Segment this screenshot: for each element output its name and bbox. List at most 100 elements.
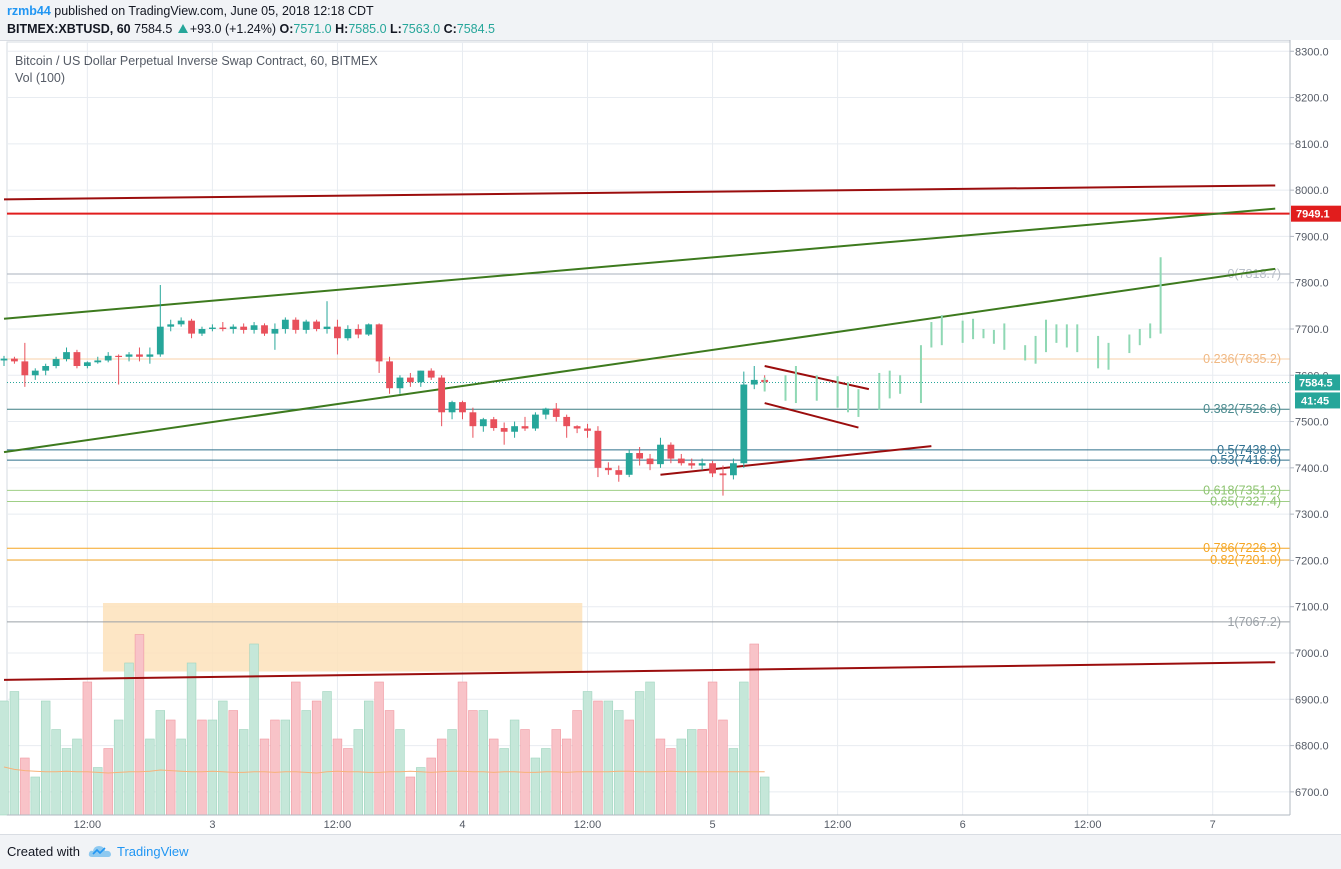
candle-body <box>156 326 164 355</box>
trendline <box>764 402 859 429</box>
candle-body <box>646 458 654 465</box>
candle-body <box>438 377 446 413</box>
trendline <box>3 184 1276 201</box>
candle-body <box>167 324 175 327</box>
candle-body <box>625 453 633 475</box>
volume-bar <box>593 700 603 816</box>
candle-body <box>209 327 216 329</box>
close-value: 7584.5 <box>456 22 495 36</box>
chart-header: rzmb44 published on TradingView.com, Jun… <box>0 0 1341 41</box>
candle-body <box>334 326 341 339</box>
candle-body <box>563 416 571 427</box>
time-tick-label: 12:00 <box>824 819 852 831</box>
legend-title: Bitcoin / US Dollar Perpetual Inverse Sw… <box>15 54 378 68</box>
candle-body <box>469 412 477 427</box>
price-tick-label: 8300.0 <box>1295 46 1329 58</box>
volume-bar <box>416 767 426 816</box>
price-tick-label: 7400.0 <box>1295 463 1329 475</box>
volume-bar <box>718 719 728 816</box>
price-tick-label: 7100.0 <box>1295 602 1329 614</box>
volume-bar <box>155 710 165 816</box>
volume-bar <box>530 757 541 816</box>
candle-body <box>750 379 758 385</box>
volume-bar <box>572 710 582 816</box>
volume-bar <box>447 729 457 816</box>
projected-bars <box>763 257 1162 417</box>
price-tick-label: 6700.0 <box>1295 787 1329 799</box>
volume-bar <box>509 719 520 816</box>
price-tick-label: 6800.0 <box>1295 741 1329 753</box>
volume-bar <box>478 710 489 816</box>
candle-body <box>313 321 320 329</box>
volume-bar <box>405 776 416 816</box>
volume-bar <box>374 681 384 816</box>
price-axis-bg <box>1290 40 1341 834</box>
price-tick-label: 7900.0 <box>1295 231 1329 243</box>
time-axis[interactable]: 12:00 3 12:00 4 12:00 5 12:00 6 12:00 7 <box>7 814 1290 831</box>
fibonacci-levels: 0(7818.7)0.236(7635.2)0.382(7526.6)0.5(7… <box>7 267 1290 629</box>
price-tick-label: 6900.0 <box>1295 694 1329 706</box>
volume-bar <box>541 748 551 816</box>
tradingview-brand-link[interactable]: TradingView <box>117 844 189 859</box>
candle-body <box>302 321 310 330</box>
candle-body <box>177 320 185 325</box>
volume-bar <box>634 691 645 816</box>
price-tick-label: 8000.0 <box>1295 185 1329 197</box>
candle-body <box>115 355 123 358</box>
candle-body <box>261 325 268 334</box>
candle-body <box>479 419 487 427</box>
time-tick-label: 6 <box>960 819 966 831</box>
candle-body <box>459 402 466 413</box>
fib-label: 0.786(7226.3) <box>1203 541 1281 555</box>
fib-label: 0.236(7635.2) <box>1203 352 1281 366</box>
volume-bar <box>363 700 374 816</box>
candle-body <box>354 328 362 335</box>
candle-body <box>11 358 18 362</box>
price-axis[interactable]: 6700.0 6800.0 6900.0 7000.0 7100.0 7200.0 7300… <box>1289 40 1341 834</box>
volume-bar <box>103 748 113 816</box>
high-value: 7585.0 <box>348 22 387 36</box>
volume-bar <box>186 662 197 816</box>
candle-body <box>448 402 456 413</box>
price-chart[interactable]: 0(7818.7)0.236(7635.2)0.382(7526.6)0.5(7… <box>0 40 1341 834</box>
trendline <box>660 445 932 476</box>
tradingview-cloud-icon <box>88 846 111 857</box>
highlight-zone <box>102 603 583 672</box>
trendlines <box>3 184 1276 681</box>
time-tick-label: 3 <box>209 819 215 831</box>
volume-bar <box>0 700 9 816</box>
candle-body <box>730 463 737 476</box>
candle-body <box>406 377 414 383</box>
volume-bar <box>759 776 770 816</box>
publish-line: rzmb44 published on TradingView.com, Jun… <box>7 4 374 18</box>
volume-bar <box>197 719 207 816</box>
price-tick-label: 8100.0 <box>1295 139 1329 151</box>
volume-bar <box>739 681 749 816</box>
candle-body <box>73 352 81 367</box>
candle-body <box>584 428 591 431</box>
volume-bar <box>426 757 436 816</box>
candle-body <box>490 419 498 429</box>
volume-bar <box>322 691 332 816</box>
candle-body <box>719 473 727 476</box>
fib-label: 0.382(7526.6) <box>1203 402 1281 416</box>
last-price-text: 7584.5 <box>134 22 173 36</box>
volume-bar <box>332 738 343 816</box>
price-tick-label: 7000.0 <box>1295 648 1329 660</box>
volume-bar <box>270 719 280 816</box>
volume-bar <box>311 700 322 816</box>
volume-bar <box>489 738 499 816</box>
price-tick-label: 7200.0 <box>1295 555 1329 567</box>
open-label: O: <box>279 22 294 36</box>
volume-bar <box>645 681 655 816</box>
fib-label: 0.65(7327.4) <box>1210 494 1281 508</box>
up-triangle-icon <box>177 24 188 33</box>
symbol-label: BITMEX:XBTUSD, 60 <box>7 22 131 36</box>
volume-bar <box>134 634 145 816</box>
candle-body <box>427 370 435 378</box>
time-tick-label: 12:00 <box>74 819 102 831</box>
candle-body <box>365 324 373 335</box>
author-link[interactable]: rzmb44 <box>7 4 51 18</box>
candle-body <box>0 358 8 361</box>
candle-body <box>229 326 237 329</box>
